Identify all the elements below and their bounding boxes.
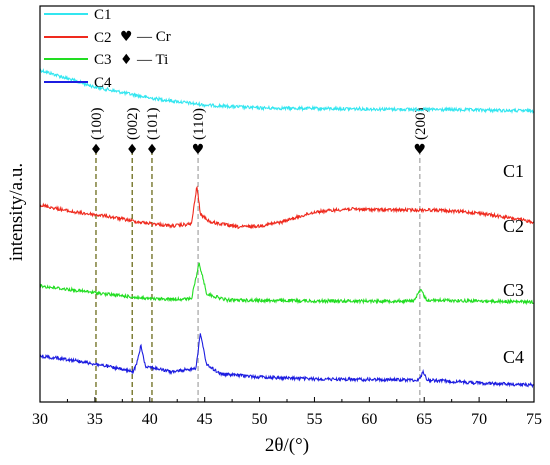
curve-label-c2: C2 [503, 216, 524, 236]
x-tick-label: 60 [361, 411, 377, 428]
legend-label-c3: C3 [94, 52, 112, 68]
legend-label-c2: C2 [94, 30, 112, 46]
peak-marker-symbol: ♦ [126, 142, 139, 158]
x-tick-label: 45 [197, 411, 213, 428]
peak-marker-symbol: ♥ [414, 142, 427, 158]
series-layer [39, 68, 535, 389]
peak-marker-label: (110) [191, 108, 207, 140]
curve-label-c3: C3 [503, 280, 524, 300]
x-tick-label: 40 [142, 411, 158, 428]
peak-marker-symbol: ♦ [146, 142, 159, 158]
peak-marker-label: (200) [413, 108, 429, 141]
peak-marker-label: (101) [145, 108, 161, 141]
y-axis-label: intensity/a.u. [6, 163, 27, 261]
series-line-c2 [39, 185, 535, 230]
peak-marker-symbol: ♥ [192, 142, 205, 158]
x-tick-label: 30 [32, 411, 48, 428]
curve-label-c4: C4 [503, 347, 524, 367]
symbol-key-label: — Ti [136, 52, 168, 68]
series-line-c3 [39, 262, 535, 306]
symbol-key: ♥ — Cr♦ — Ti [120, 29, 171, 68]
series-line-c1 [39, 68, 535, 114]
series-labels-layer: C1 C2 C3 C4 [503, 161, 524, 367]
peak-marker-label: (100) [89, 108, 105, 141]
x-tick-label: 70 [471, 411, 487, 428]
series-line-c4 [39, 333, 535, 389]
peak-markers-layer: ♦(100)♦(002)♦(101)♥(110)♥(200) [89, 108, 429, 402]
plot-frame [39, 5, 535, 403]
x-tick-label: 55 [306, 411, 322, 428]
peak-marker-label: (002) [125, 108, 141, 141]
x-axis: 30 35 40 45 50 55 60 65 70 75 [32, 397, 542, 428]
legend: C1 C2 C3 C4 [44, 7, 112, 91]
x-tick-label: 75 [526, 411, 542, 428]
symbol-key-symbol: ♦ [120, 52, 133, 68]
x-tick-label: 50 [252, 411, 268, 428]
symbol-key-symbol: ♥ [120, 29, 133, 45]
symbol-key-label: — Cr [136, 29, 171, 45]
x-tick-label: 65 [416, 411, 432, 428]
peak-marker-symbol: ♦ [90, 142, 103, 158]
x-tick-label: 35 [87, 411, 103, 428]
curve-label-c1: C1 [503, 161, 524, 181]
x-axis-label: 2θ/(°) [265, 435, 309, 456]
legend-label-c4: C4 [94, 75, 112, 91]
legend-label-c1: C1 [94, 7, 112, 23]
